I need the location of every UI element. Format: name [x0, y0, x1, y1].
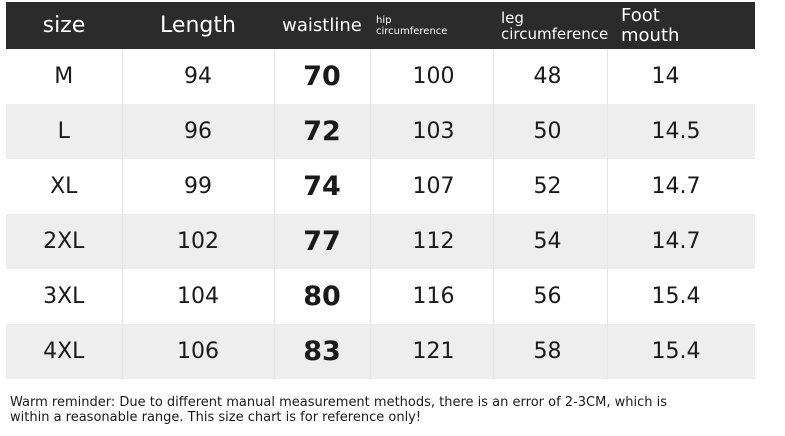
cell-size: 3XL	[43, 284, 85, 309]
cell-leg: 54	[492, 214, 607, 269]
size-chart: size Length waistline hip circumference …	[6, 2, 755, 379]
cell-leg: 48	[492, 49, 607, 104]
header-foot-line2: mouth	[621, 24, 680, 46]
header-length: Length	[160, 13, 236, 38]
size-table: size Length waistline hip circumference …	[6, 2, 755, 379]
header-foot-line1: Foot	[621, 4, 660, 26]
table-row: L 96 72 103 50 14.5	[6, 104, 755, 159]
header-hip-line2: circumference	[376, 25, 448, 37]
cell-length: 99	[121, 159, 274, 214]
cell-leg: 50	[492, 104, 607, 159]
cell-hip: 100	[369, 49, 493, 104]
cell-foot-mouth: 15.4	[606, 324, 755, 379]
cell-foot-mouth: 14.7	[606, 159, 755, 214]
cell-waistline: 72	[273, 104, 370, 159]
cell-size: 2XL	[43, 229, 85, 254]
cell-length: 106	[121, 324, 274, 379]
cell-hip: 112	[369, 214, 493, 269]
warm-reminder-note: Warm reminder: Due to different manual m…	[10, 395, 750, 425]
cell-length: 102	[121, 214, 274, 269]
note-line2: within a reasonable range. This size cha…	[10, 410, 422, 425]
header-foot-mouth: Foot mouth	[607, 2, 755, 49]
header-waistline: waistline	[282, 15, 362, 36]
table-row: 3XL 104 80 116 56 15.4	[6, 269, 755, 324]
cell-size: M	[54, 64, 74, 89]
header-leg-line1: leg	[501, 8, 524, 27]
cell-foot-mouth: 14.5	[606, 104, 755, 159]
header-hip-line1: hip	[376, 14, 392, 26]
cell-hip: 107	[369, 159, 493, 214]
cell-leg: 52	[492, 159, 607, 214]
cell-leg: 56	[492, 269, 607, 324]
header-leg-line2: circumference	[501, 24, 609, 43]
table-row: M 94 70 100 48 14	[6, 49, 755, 104]
cell-waistline: 70	[273, 49, 370, 104]
header-size: size	[42, 13, 86, 38]
cell-hip: 121	[369, 324, 493, 379]
cell-length: 104	[121, 269, 274, 324]
cell-waistline: 74	[273, 159, 370, 214]
note-line1: Warm reminder: Due to different manual m…	[10, 395, 667, 410]
cell-length: 94	[121, 49, 274, 104]
cell-waistline: 80	[273, 269, 370, 324]
cell-foot-mouth: 14.7	[606, 214, 755, 269]
cell-hip: 116	[369, 269, 493, 324]
table-row: 4XL 106 83 121 58 15.4	[6, 324, 755, 379]
cell-size: L	[57, 119, 70, 144]
cell-foot-mouth: 14	[606, 49, 755, 104]
header-leg-circumference: leg circumference	[493, 2, 609, 49]
table-header-row: size Length waistline hip circumference …	[6, 2, 755, 49]
cell-hip: 103	[369, 104, 493, 159]
cell-length: 96	[121, 104, 274, 159]
table-row: XL 99 74 107 52 14.7	[6, 159, 755, 214]
cell-waistline: 77	[273, 214, 370, 269]
cell-leg: 58	[492, 324, 607, 379]
cell-size: XL	[50, 174, 78, 199]
table-row: 2XL 102 77 112 54 14.7	[6, 214, 755, 269]
cell-size: 4XL	[43, 339, 85, 364]
header-hip-circumference: hip circumference	[370, 2, 493, 49]
cell-waistline: 83	[273, 324, 370, 379]
cell-foot-mouth: 15.4	[606, 269, 755, 324]
